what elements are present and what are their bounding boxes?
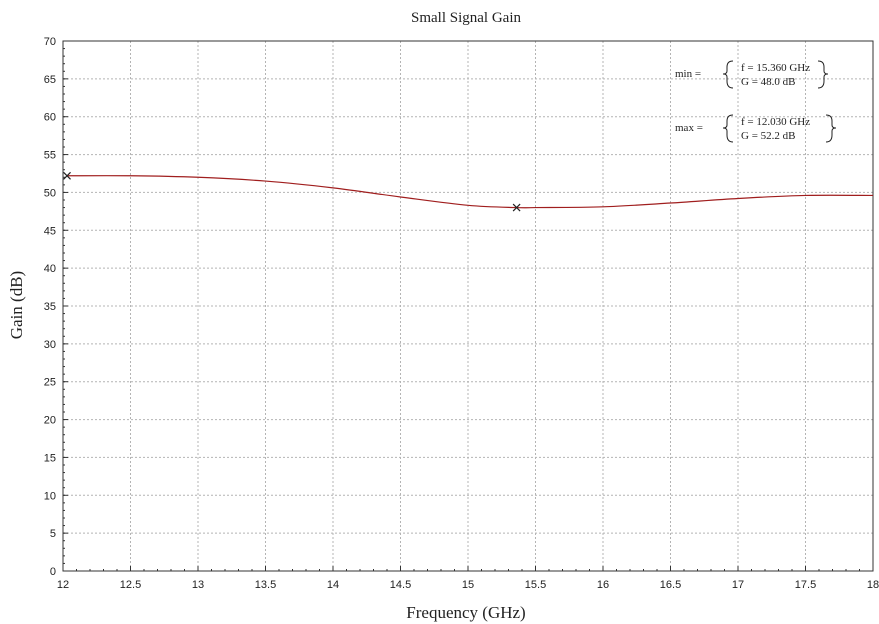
- y-tick-label: 70: [44, 36, 56, 48]
- y-axis-label: Gain (dB): [7, 271, 26, 339]
- y-tick-label: 60: [44, 112, 56, 124]
- min-right-brace: [817, 60, 829, 89]
- max-right-brace: [825, 114, 837, 143]
- min-annotation-gain: G = 48.0 dB: [741, 76, 795, 88]
- gain-series-line: [67, 175, 874, 209]
- x-tick-label: 15.5: [525, 579, 546, 591]
- y-axis-ticks: 0 5 10 15 20 25 30 35 40 45 50 55 60 65 70: [44, 36, 68, 578]
- series-layer: [67, 175, 874, 209]
- max-annotation-gain: G = 52.2 dB: [741, 130, 795, 142]
- x-tick-label: 13: [192, 579, 204, 591]
- max-annotation-frequency: f = 12.030 GHz: [741, 116, 810, 128]
- x-tick-label: 12: [57, 579, 69, 591]
- chart-title: Small Signal Gain: [411, 10, 521, 26]
- max-annotation: max = f = 12.030 GHz G = 52.2 dB: [675, 114, 837, 143]
- x-axis-label: Frequency (GHz): [406, 603, 525, 622]
- min-left-brace: [722, 60, 734, 89]
- y-tick-label: 25: [44, 377, 56, 389]
- x-tick-label: 18: [867, 579, 879, 591]
- min-annotation-frequency: f = 15.360 GHz: [741, 62, 810, 74]
- x-tick-label: 17.5: [795, 579, 816, 591]
- y-tick-label: 35: [44, 301, 56, 313]
- y-tick-label: 65: [44, 74, 56, 86]
- y-tick-label: 15: [44, 452, 56, 464]
- y-tick-label: 40: [44, 263, 56, 275]
- y-tick-label: 30: [44, 339, 56, 351]
- x-axis-ticks: 12 12.5 13 13.5 14 14.5 15 15.5 16 16.5 17 17.5 18: [57, 566, 879, 591]
- y-tick-label: 0: [50, 566, 56, 578]
- x-tick-label: 14: [327, 579, 339, 591]
- marker-layer: [63, 171, 521, 212]
- y-tick-label: 20: [44, 415, 56, 427]
- x-tick-label: 13.5: [255, 579, 276, 591]
- y-tick-label: 50: [44, 187, 56, 199]
- min-annotation-label: min =: [675, 68, 701, 80]
- y-tick-label: 55: [44, 150, 56, 162]
- x-tick-label: 15: [462, 579, 474, 591]
- max-marker-stroke: [63, 171, 71, 180]
- x-tick-label: 16: [597, 579, 609, 591]
- y-tick-label: 45: [44, 225, 56, 237]
- max-marker: [63, 171, 71, 180]
- x-tick-label: 14.5: [390, 579, 411, 591]
- max-left-brace: [722, 114, 734, 143]
- min-annotation: min = f = 15.360 GHz G = 48.0 dB: [675, 60, 829, 89]
- x-tick-label: 16.5: [660, 579, 681, 591]
- y-tick-label: 10: [44, 490, 56, 502]
- plot-frame: [62, 40, 874, 572]
- max-annotation-label: max =: [675, 122, 703, 134]
- x-tick-label: 17: [732, 579, 744, 591]
- min-marker-stroke: [512, 203, 521, 212]
- min-marker: [512, 203, 521, 212]
- x-tick-label: 12.5: [120, 579, 141, 591]
- grid: [63, 41, 873, 571]
- y-tick-label: 5: [50, 528, 56, 540]
